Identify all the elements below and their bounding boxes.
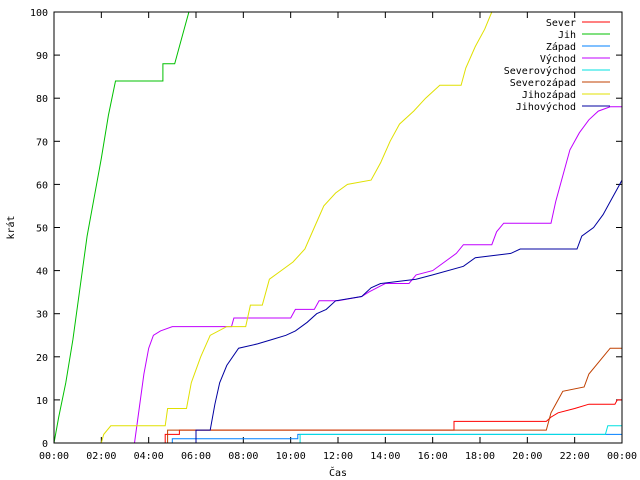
- x-tick-label: 14:00: [370, 451, 400, 462]
- x-tick-label: 10:00: [276, 451, 306, 462]
- y-axis-label: krát: [5, 215, 17, 239]
- y-tick-label: 20: [36, 353, 48, 364]
- y-tick-label: 30: [36, 310, 48, 321]
- y-tick-label: 40: [36, 267, 48, 278]
- x-tick-label: 02:00: [86, 451, 116, 462]
- legend-label: Severovýchod: [504, 65, 576, 77]
- y-tick-label: 80: [36, 94, 48, 105]
- legend-label: Severozápad: [510, 77, 576, 89]
- legend-label: Jihovýchod: [516, 101, 576, 113]
- y-tick-label: 100: [30, 8, 48, 19]
- series-line-6: [167, 347, 622, 443]
- x-tick-label: 16:00: [418, 451, 448, 462]
- x-tick-label: 22:00: [560, 451, 590, 462]
- series-line-1: [164, 399, 622, 443]
- plot-frame: [53, 11, 623, 444]
- x-tick-label: 12:00: [323, 451, 353, 462]
- legend: SeverJihZápadVýchodSeverovýchodSeverozáp…: [504, 18, 610, 113]
- series-line-8: [195, 179, 623, 443]
- series-line-4: [134, 106, 622, 444]
- y-tick-label: 10: [36, 396, 48, 407]
- x-tick-label: 04:00: [134, 451, 164, 462]
- series-line-2: [53, 11, 190, 444]
- x-axis-label: Čas: [329, 466, 347, 479]
- x-tick-label: 06:00: [181, 451, 211, 462]
- y-tick-label: 60: [36, 180, 48, 191]
- legend-label: Sever: [546, 18, 576, 29]
- series-lines: [53, 11, 623, 444]
- legend-label: Západ: [546, 41, 576, 53]
- axis-ticks: 0 10 20 30 40 50 60 70 80 90 100 00:00 02:00 04:00 06:…: [30, 8, 637, 462]
- series-line-3: [171, 433, 622, 443]
- series-line-5: [299, 425, 622, 443]
- legend-label: Jihozápad: [522, 89, 576, 101]
- legend-label: Východ: [540, 53, 576, 65]
- y-tick-label: 90: [36, 51, 48, 62]
- x-tick-label: 20:00: [512, 451, 542, 462]
- series-line-7: [100, 11, 493, 444]
- y-tick-label: 0: [42, 439, 48, 450]
- x-tick-label: 00:00: [39, 451, 69, 462]
- x-tick-label: 08:00: [228, 451, 258, 462]
- y-tick-label: 50: [36, 224, 48, 235]
- x-tick-label: 18:00: [465, 451, 495, 462]
- x-tick-label: 00:00: [607, 451, 637, 462]
- legend-label: Jih: [558, 30, 576, 41]
- y-tick-label: 70: [36, 137, 48, 148]
